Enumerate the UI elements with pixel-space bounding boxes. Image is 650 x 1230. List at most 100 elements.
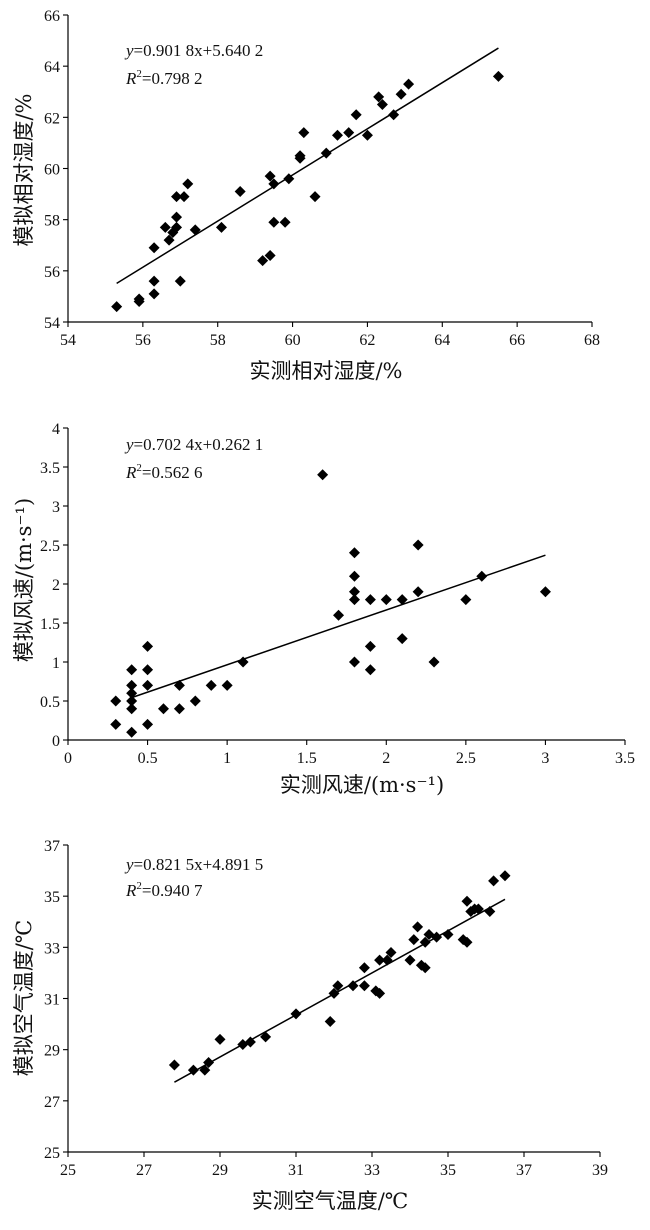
data-point xyxy=(472,903,484,915)
data-point xyxy=(374,954,386,966)
x-tick-label: 33 xyxy=(364,1162,380,1179)
data-point xyxy=(431,931,443,943)
data-point xyxy=(404,954,416,966)
data-point xyxy=(171,211,183,223)
y-tick-label: 56 xyxy=(44,264,60,281)
data-point xyxy=(333,609,345,621)
x-axis-title: 实测相对湿度/% xyxy=(249,359,402,383)
data-point xyxy=(395,88,407,100)
y-tick-label: 35 xyxy=(44,889,60,906)
data-point xyxy=(157,703,169,715)
y-tick-label: 33 xyxy=(44,940,60,957)
x-tick-label: 29 xyxy=(212,1162,228,1179)
data-point xyxy=(260,1031,272,1043)
y-tick-label: 0 xyxy=(52,733,60,750)
data-point xyxy=(234,186,246,198)
x-tick-label: 31 xyxy=(288,1162,304,1179)
regression-equation: y=0.901 8x+5.640 2 xyxy=(124,41,263,60)
data-point xyxy=(364,664,376,676)
y-axis-title: 模拟相对湿度/% xyxy=(12,93,36,246)
data-point xyxy=(173,679,185,691)
data-point xyxy=(126,679,138,691)
data-point xyxy=(298,127,310,139)
data-point xyxy=(110,695,122,707)
data-point xyxy=(264,249,276,261)
x-tick-label: 64 xyxy=(434,332,450,349)
y-tick-label: 60 xyxy=(44,162,60,179)
chart-3: 25 27 29 31 33 35 37 39 25 27 29 31 33 35 37 实测空气温度/℃ 模拟… xyxy=(12,838,608,1213)
x-tick-label: 3 xyxy=(541,750,549,767)
data-point xyxy=(264,170,276,182)
x-tick-label: 60 xyxy=(285,332,301,349)
x-tick-label: 68 xyxy=(584,332,600,349)
data-point xyxy=(320,147,332,159)
regression-line xyxy=(131,554,546,699)
data-point xyxy=(492,70,504,82)
data-point xyxy=(237,656,249,668)
x-tick-label: 39 xyxy=(592,1162,608,1179)
data-point xyxy=(328,987,340,999)
x-tick-label: 1 xyxy=(223,750,231,767)
r-squared: R2=0.562 6 xyxy=(125,462,202,482)
y-tick-label: 3.5 xyxy=(40,460,60,477)
x-tick-label: 25 xyxy=(60,1162,76,1179)
data-point xyxy=(343,127,355,139)
data-point xyxy=(408,934,420,946)
y-tick-label: 1.5 xyxy=(40,616,60,633)
data-point xyxy=(428,656,440,668)
data-point xyxy=(279,216,291,228)
y-tick-label: 27 xyxy=(44,1094,60,1111)
y-tick-label: 54 xyxy=(44,315,60,332)
data-point xyxy=(173,703,185,715)
data-point xyxy=(189,224,201,236)
x-tick-label: 0 xyxy=(64,750,72,767)
y-tick-label: 1 xyxy=(52,655,60,672)
chart-2: 0 0.5 1 1.5 2 2.5 3 3.5 0 0.5 1 1.5 2 2.5 3 3.5 4 实测风速/(m… xyxy=(12,421,635,797)
data-point xyxy=(126,664,138,676)
y-tick-label: 62 xyxy=(44,110,60,127)
y-tick-label: 2 xyxy=(52,577,60,594)
data-point xyxy=(332,980,344,992)
data-point xyxy=(358,962,370,974)
data-point xyxy=(142,718,154,730)
data-point xyxy=(133,293,145,305)
regression-line xyxy=(174,898,506,1083)
data-point xyxy=(163,234,175,246)
x-tick-label: 66 xyxy=(509,332,525,349)
data-point xyxy=(283,173,295,185)
data-point xyxy=(187,1064,199,1076)
data-point xyxy=(331,129,343,141)
data-point xyxy=(348,586,360,598)
data-point xyxy=(381,954,393,966)
y-tick-label: 3 xyxy=(52,499,60,516)
data-point xyxy=(461,936,473,948)
x-tick-label: 3.5 xyxy=(615,750,635,767)
y-tick-label: 37 xyxy=(44,838,60,855)
data-point xyxy=(396,594,408,606)
data-point xyxy=(358,980,370,992)
data-point xyxy=(364,640,376,652)
data-point xyxy=(148,242,160,254)
data-point xyxy=(442,929,454,941)
y-tick-label: 0.5 xyxy=(40,694,60,711)
data-point xyxy=(126,687,138,699)
data-point xyxy=(148,275,160,287)
data-point xyxy=(488,875,500,887)
data-point xyxy=(419,936,431,948)
y-tick-label: 25 xyxy=(44,1145,60,1162)
x-tick-label: 2 xyxy=(382,750,390,767)
data-point xyxy=(309,191,321,203)
data-point xyxy=(419,962,431,974)
data-point xyxy=(376,99,388,111)
data-point xyxy=(221,679,233,691)
data-point xyxy=(111,301,123,313)
data-point xyxy=(403,78,415,90)
x-tick-label: 0.5 xyxy=(138,750,158,767)
data-point xyxy=(317,469,329,481)
data-point xyxy=(348,547,360,559)
r-squared: R2=0.798 2 xyxy=(125,68,202,88)
data-point xyxy=(171,221,183,233)
y-tick-label: 2.5 xyxy=(40,538,60,555)
